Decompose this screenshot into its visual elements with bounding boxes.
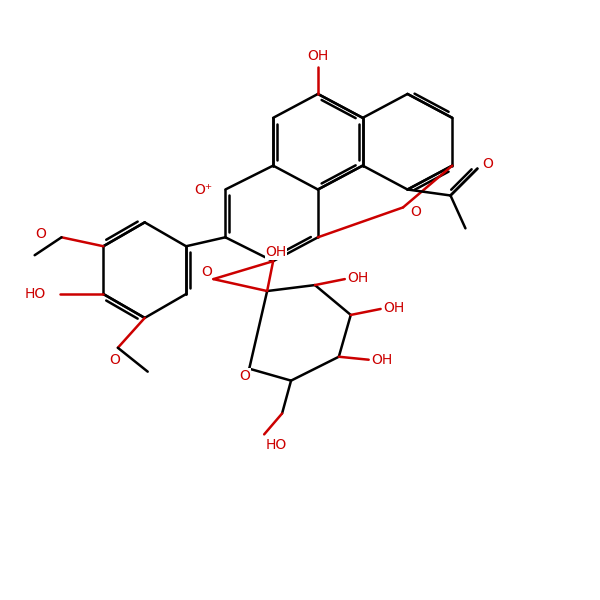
Text: OH: OH bbox=[307, 49, 329, 64]
Text: O: O bbox=[239, 369, 250, 383]
Text: O: O bbox=[482, 157, 494, 171]
Text: O: O bbox=[36, 227, 47, 241]
Text: HO: HO bbox=[24, 287, 46, 301]
Text: O: O bbox=[109, 353, 120, 367]
Text: O: O bbox=[410, 205, 421, 219]
Text: HO: HO bbox=[265, 438, 287, 452]
Text: OH: OH bbox=[265, 245, 287, 259]
Text: O: O bbox=[201, 265, 212, 279]
Text: OH: OH bbox=[347, 271, 368, 285]
Text: OH: OH bbox=[383, 301, 404, 315]
Text: O⁺: O⁺ bbox=[194, 182, 212, 197]
Text: OH: OH bbox=[371, 353, 392, 367]
